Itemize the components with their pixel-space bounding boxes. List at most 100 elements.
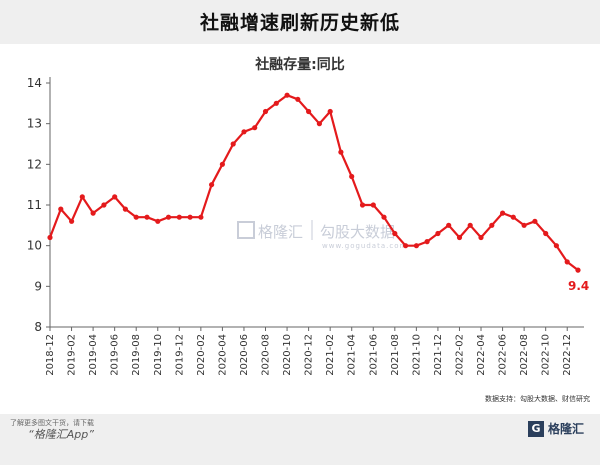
data-point (435, 230, 441, 237)
data-point (144, 214, 150, 220)
data-point (230, 141, 236, 147)
x-tick-label: 2019-06 (110, 334, 121, 376)
data-point (262, 108, 269, 115)
data-point (446, 222, 452, 228)
y-tick-label: 8 (34, 320, 42, 334)
data-point (521, 222, 527, 228)
data-point (478, 234, 484, 241)
data-point (187, 214, 193, 220)
x-tick-label: 2022-10 (541, 334, 552, 376)
data-point (553, 243, 560, 249)
data-point (47, 234, 53, 241)
x-tick-label: 2019-12 (174, 334, 185, 376)
data-point (564, 259, 570, 265)
data-point (133, 214, 139, 220)
x-tick-label: 2022-02 (454, 334, 465, 376)
x-tick-label: 2021-02 (325, 334, 336, 376)
headline: 社融增速刷新历史新低 (199, 12, 400, 34)
data-point (327, 108, 333, 115)
data-point (403, 243, 409, 249)
data-point (198, 214, 204, 220)
series-line (48, 94, 579, 271)
y-tick-label: 10 (27, 239, 42, 253)
data-point (349, 173, 355, 180)
data-point (112, 194, 118, 200)
chart-title: 社融存量:同比 (254, 56, 345, 73)
y-tick-label: 13 (27, 117, 42, 131)
data-point (241, 129, 247, 135)
data-point (176, 214, 182, 220)
x-tick-label: 2022-08 (519, 334, 530, 376)
data-point (284, 92, 290, 98)
x-tick-label: 2021-08 (390, 334, 401, 376)
data-point (370, 202, 376, 208)
y-tick-label: 14 (27, 76, 42, 90)
data-point (532, 218, 538, 224)
x-tick-label: 2021-06 (368, 334, 379, 376)
data-point (489, 222, 495, 228)
footer-brand: G 格隆汇 (527, 420, 584, 437)
watermark-url: www.gogudata.com (322, 242, 407, 250)
data-point (165, 214, 172, 220)
x-tick-label: 2022-06 (498, 334, 509, 376)
data-point (306, 108, 312, 115)
data-point (155, 218, 161, 224)
data-point (58, 206, 64, 212)
data-point (359, 202, 366, 208)
y-tick-label: 11 (27, 198, 42, 212)
brand-logo-icon: G (527, 420, 544, 437)
data-point (392, 230, 398, 237)
footer-cta-line: 了解更多图文干货，请下载 (10, 419, 94, 427)
x-axis-ticks: 2018-12 2019-02 2019-04 2019-06 2019-08 2019-… (45, 327, 573, 376)
data-point (316, 121, 322, 127)
end-value-label: 9.4 (568, 279, 589, 293)
axes (49, 77, 584, 328)
data-point (209, 182, 215, 188)
y-axis-ticks: 8 9 10 11 12 13 14 (27, 76, 50, 334)
x-tick-label: 2021-12 (433, 334, 444, 376)
x-tick-label: 2019-10 (153, 334, 164, 376)
data-point (101, 202, 107, 208)
watermark-logo-text: 格隆汇 (258, 223, 303, 241)
x-tick-label: 2020-10 (282, 334, 293, 376)
series-layer (47, 92, 581, 273)
data-point (252, 125, 258, 131)
data-point (413, 243, 419, 249)
data-point (500, 210, 506, 216)
x-tick-label: 2021-10 (411, 334, 422, 376)
data-point (575, 267, 581, 273)
x-tick-label: 2022-04 (476, 334, 487, 376)
data-point (424, 239, 430, 245)
data-point (510, 214, 516, 220)
x-tick-label: 2020-04 (217, 334, 228, 376)
data-point (273, 100, 279, 106)
source-note: 数据支持：勾股大数据、财信研究 (485, 394, 590, 403)
data-point (295, 96, 301, 102)
x-tick-label: 2019-04 (88, 334, 99, 376)
brand-name: 格隆汇 (547, 422, 584, 436)
y-tick-label: 9 (34, 279, 42, 293)
x-tick-label: 2020-02 (196, 334, 207, 376)
chart-panel: 社融存量:同比 格隆汇 勾股大数据 www.gogudata.com 8 9 10 1… (0, 44, 600, 414)
y-tick-label: 12 (27, 157, 42, 171)
x-tick-label: 2019-02 (67, 334, 78, 376)
footer-app-name: “格隆汇App” (28, 428, 94, 441)
data-point (543, 230, 549, 237)
x-tick-label: 2020-12 (304, 334, 315, 376)
data-point (90, 210, 96, 216)
x-tick-label: 2022-12 (562, 334, 573, 376)
data-point (79, 194, 85, 200)
watermark-logo-icon (237, 221, 255, 239)
data-point (122, 206, 128, 212)
watermark: 格隆汇 勾股大数据 www.gogudata.com (237, 220, 407, 250)
data-point (69, 218, 75, 224)
watermark-partner-text: 勾股大数据 (320, 223, 395, 241)
x-tick-label: 2021-04 (347, 334, 358, 376)
x-tick-label: 2019-08 (131, 334, 142, 376)
data-point (467, 222, 473, 228)
data-point (456, 234, 463, 241)
data-point (338, 149, 344, 155)
data-point (219, 161, 225, 167)
data-point (381, 214, 387, 220)
chart-svg: 社融存量:同比 格隆汇 勾股大数据 www.gogudata.com 8 9 10 1… (27, 56, 590, 403)
